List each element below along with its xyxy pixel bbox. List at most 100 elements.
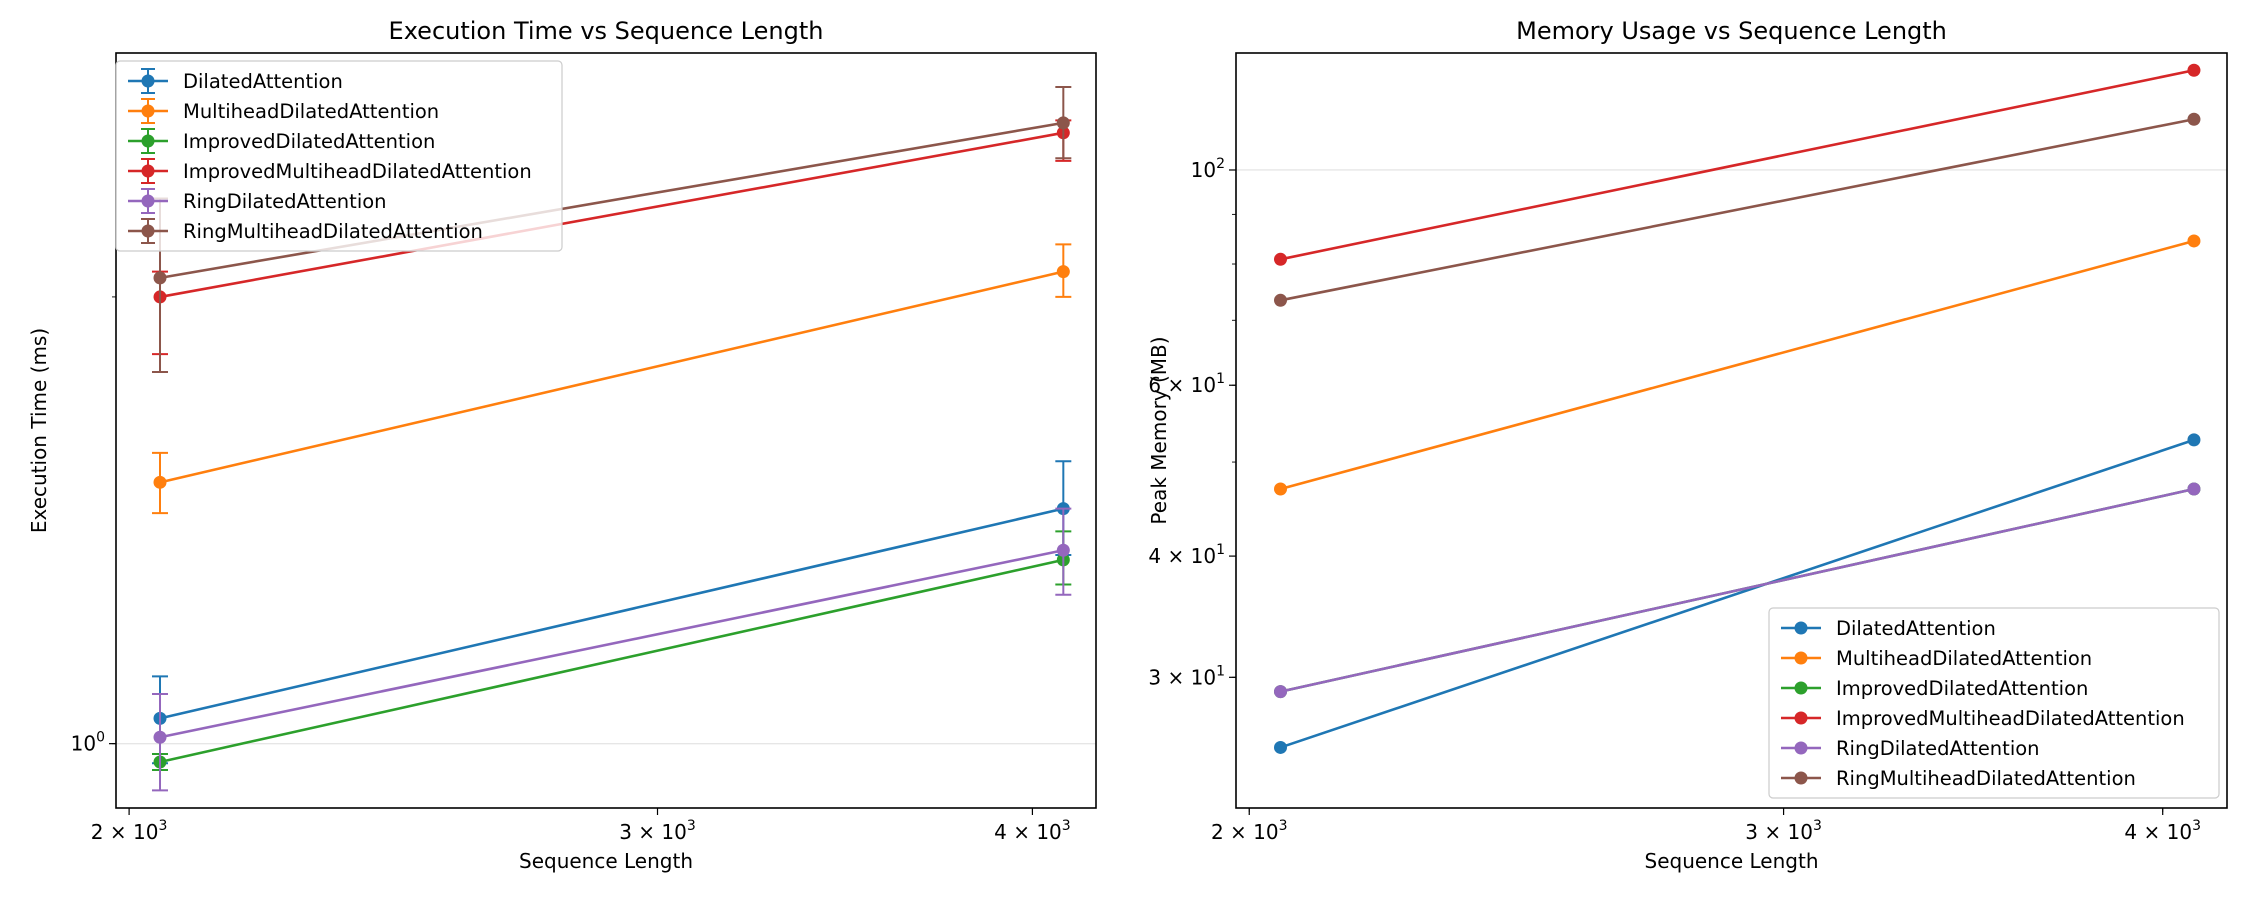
- y-tick-label-base: 4 × 10: [1148, 544, 1216, 568]
- y-tick-label: 3 × 101: [1148, 663, 1225, 689]
- x-tick-label: 4 × 103: [2124, 818, 2201, 844]
- legend-marker: [141, 74, 155, 88]
- legend-label: RingMultiheadDilatedAttention: [1836, 767, 2136, 790]
- legend-marker: [1794, 771, 1808, 785]
- x-tick-label: 2 × 103: [1211, 818, 1288, 844]
- data-point: [2187, 63, 2201, 77]
- legend-label: DilatedAttention: [183, 70, 343, 93]
- series-line-ring-multihead-dilated-attention: [159, 121, 1064, 280]
- x-tick-label-base: 4 × 10: [2124, 820, 2192, 844]
- legend-entry-improved-dilated-attention: ImprovedDilatedAttention: [128, 128, 435, 154]
- data-point: [2187, 482, 2201, 496]
- axes-frame: [1235, 52, 2228, 809]
- x-tick-label: 2 × 103: [91, 818, 168, 844]
- y-tick-label: 4 × 101: [1148, 542, 1225, 568]
- legend-marker: [1794, 711, 1808, 725]
- legend-entry-ring-dilated-attention: RingDilatedAttention: [1781, 737, 2040, 760]
- series-multihead-dilated-attention: [1273, 234, 2201, 496]
- y-tick-label-base: 6 × 10: [1148, 373, 1216, 397]
- y-tick-label-base: 3 × 10: [1148, 665, 1216, 689]
- legend-label: ImprovedDilatedAttention: [1836, 677, 2088, 700]
- y-tick-label-base: 10: [1191, 158, 1216, 182]
- series-line-ring-multihead-dilated-attention: [1280, 117, 2195, 302]
- series-line-ring-dilated-attention: [1280, 487, 2195, 693]
- legend-label: RingDilatedAttention: [1836, 737, 2040, 760]
- x-tick-label-base: 2 × 10: [1211, 820, 1279, 844]
- x-tick-label: 3 × 103: [1745, 818, 1822, 844]
- data-point: [1273, 293, 1287, 307]
- legend-label: RingDilatedAttention: [183, 190, 387, 213]
- legend-marker: [141, 224, 155, 238]
- data-point: [1273, 252, 1287, 266]
- series-line-ring-dilated-attention: [159, 548, 1064, 739]
- series-line-improved-multihead-dilated-attention: [1280, 68, 2195, 261]
- legend-marker: [141, 164, 155, 178]
- series-line-improved-multihead-dilated-attention: [159, 131, 1064, 299]
- legend-entry-ring-dilated-attention: RingDilatedAttention: [128, 188, 387, 214]
- legend-box: [1768, 607, 2220, 799]
- legend-label: ImprovedDilatedAttention: [183, 130, 435, 153]
- x-tick-label: 4 × 103: [994, 818, 1071, 844]
- x-axis-label: Sequence Length: [1645, 849, 1819, 873]
- data-point: [2187, 234, 2201, 248]
- legend-label: MultiheadDilatedAttention: [183, 100, 439, 123]
- chart-title: Execution Time vs Sequence Length: [389, 17, 824, 45]
- series-line-improved-dilated-attention: [159, 558, 1064, 764]
- chart-title: Memory Usage vs Sequence Length: [1516, 17, 1947, 45]
- legend-box: [115, 60, 563, 252]
- series-line-multihead-dilated-attention: [1280, 239, 2195, 491]
- y-tick-label: 102: [1191, 156, 1225, 182]
- data-point: [2187, 433, 2201, 447]
- y-axis-label: Peak Memory (MB): [1147, 336, 1171, 524]
- series-dilated-attention: [1273, 433, 2201, 754]
- x-tick-label-base: 2 × 10: [91, 820, 159, 844]
- x-tick-label-exponent: 3: [158, 818, 167, 834]
- series-line-multihead-dilated-attention: [159, 270, 1064, 484]
- x-tick-label-base: 3 × 10: [619, 820, 687, 844]
- y-tick-label-exponent: 1: [1216, 663, 1225, 679]
- legend-label: RingMultiheadDilatedAttention: [183, 220, 483, 243]
- data-point: [153, 730, 167, 744]
- x-tick-label-exponent: 3: [1813, 818, 1822, 834]
- y-tick-label: 100: [71, 730, 105, 756]
- legend: DilatedAttention MultiheadDilatedAttentio…: [1768, 607, 2220, 799]
- data-point: [1273, 482, 1287, 496]
- data-point: [1056, 543, 1070, 557]
- legend-entry-improved-multihead-dilated-attention: ImprovedMultiheadDilatedAttention: [1781, 707, 2185, 730]
- series-multihead-dilated-attention: [152, 243, 1072, 515]
- x-tick-label-base: 3 × 10: [1745, 820, 1813, 844]
- data-point: [2187, 112, 2201, 126]
- series-line-dilated-attention: [159, 507, 1064, 720]
- legend-entry-improved-multihead-dilated-attention: ImprovedMultiheadDilatedAttention: [128, 158, 532, 184]
- legend-marker: [141, 134, 155, 148]
- legend: DilatedAttention MultiheadDilatedAttentio…: [115, 60, 563, 252]
- legend-marker: [1794, 651, 1808, 665]
- y-tick-label-exponent: 1: [1216, 542, 1225, 558]
- series-ring-dilated-attention: [1273, 482, 2201, 699]
- plot-area: [1273, 63, 2201, 754]
- x-tick-label-exponent: 3: [687, 818, 696, 834]
- legend-label: ImprovedMultiheadDilatedAttention: [183, 160, 532, 183]
- legend-label: MultiheadDilatedAttention: [1836, 647, 2092, 670]
- legend-marker: [1794, 621, 1808, 635]
- series-improved-multihead-dilated-attention: [1273, 63, 2201, 266]
- legend-marker: [1794, 741, 1808, 755]
- series-ring-multihead-dilated-attention: [1273, 112, 2201, 307]
- y-tick-label-base: 10: [71, 732, 96, 756]
- y-tick-label-exponent: 2: [1216, 156, 1225, 172]
- y-tick-label-exponent: 1: [1216, 371, 1225, 387]
- x-tick-label: 3 × 103: [619, 818, 696, 844]
- legend-marker: [1794, 681, 1808, 695]
- legend-label: DilatedAttention: [1836, 617, 1996, 640]
- x-tick-label-exponent: 3: [1279, 818, 1288, 834]
- x-tick-label-exponent: 3: [2192, 818, 2201, 834]
- series-line-dilated-attention: [1280, 438, 2195, 749]
- plot-area: [152, 85, 1072, 792]
- data-point: [1273, 740, 1287, 754]
- legend-entry-multihead-dilated-attention: MultiheadDilatedAttention: [1781, 647, 2092, 670]
- legend-entry-ring-multihead-dilated-attention: RingMultiheadDilatedAttention: [128, 218, 483, 244]
- x-tick-label-exponent: 3: [1062, 818, 1071, 834]
- data-point: [153, 475, 167, 489]
